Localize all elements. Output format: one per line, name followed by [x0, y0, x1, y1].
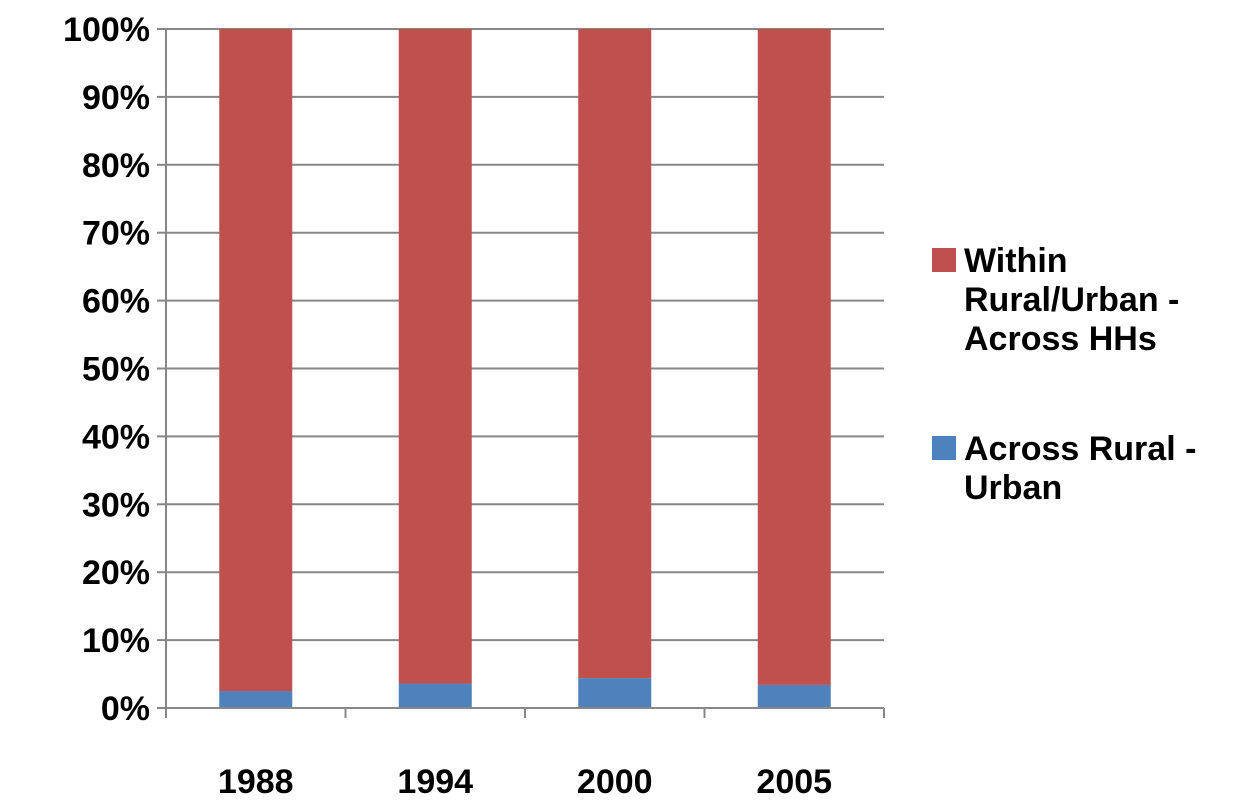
bar-segment-across-2000 [578, 678, 651, 708]
legend-label: Across HHs [964, 320, 1157, 358]
y-axis-tick-labels: 0% 10% 20% 30% 40% 50% 60% 70% 80% 90% 100% [63, 11, 150, 728]
bar-segment-within-1988 [219, 29, 292, 691]
legend-label: Within [964, 242, 1068, 280]
bar-segment-within-2000 [578, 29, 651, 678]
y-tick-label: 40% [82, 418, 150, 456]
y-tick-label: 70% [82, 215, 150, 253]
bar-segment-across-1994 [399, 684, 472, 708]
x-tick-label: 1988 [218, 763, 294, 801]
legend-label: Across Rural - [964, 430, 1196, 468]
x-axis-tick-labels: 1988 1994 2000 2005 [218, 763, 832, 801]
bar-segment-within-1994 [399, 29, 472, 684]
y-tick-label: 60% [82, 283, 150, 321]
legend-swatch [932, 436, 956, 460]
x-tick-label: 2005 [756, 763, 832, 801]
y-tick-label: 20% [82, 554, 150, 592]
y-tick-label: 30% [82, 486, 150, 524]
x-tick-label: 1994 [397, 763, 473, 801]
legend-label: Urban [964, 469, 1062, 507]
bar-segment-within-2005 [758, 29, 831, 685]
y-tick-label: 50% [82, 351, 150, 389]
y-tick-label: 100% [63, 11, 150, 49]
y-tick-label: 80% [82, 147, 150, 185]
bar-segment-across-2005 [758, 685, 831, 708]
legend-label: Rural/Urban - [964, 281, 1179, 319]
bar-segment-across-1988 [219, 691, 292, 708]
y-tick-label: 90% [82, 79, 150, 117]
x-tick-label: 2000 [577, 763, 653, 801]
y-tick-label: 0% [101, 690, 150, 728]
y-tick-label: 10% [82, 622, 150, 660]
legend-swatch [932, 248, 956, 272]
